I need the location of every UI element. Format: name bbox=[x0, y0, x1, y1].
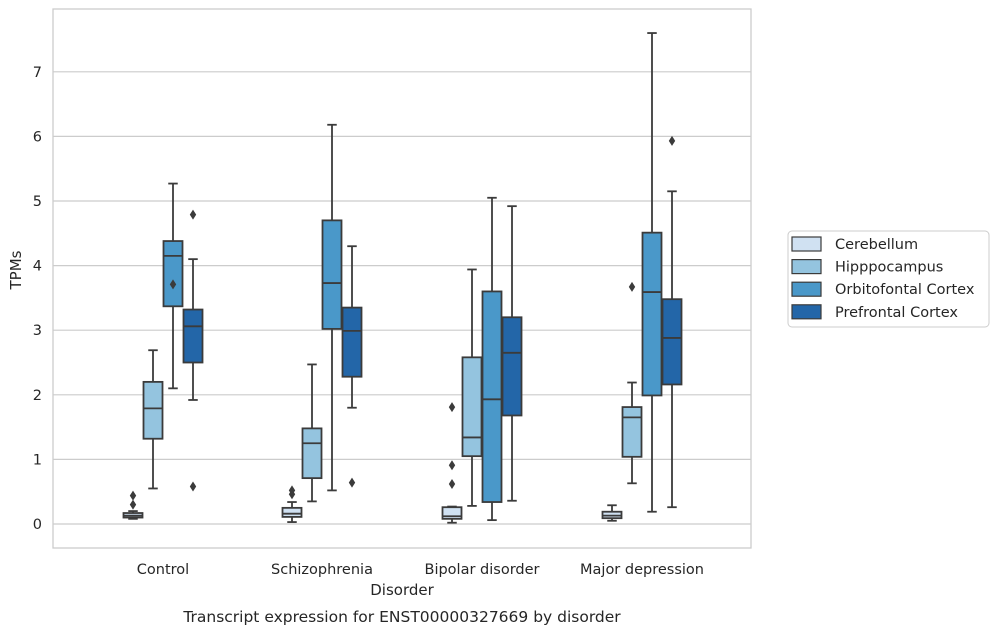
box-iqr bbox=[641, 231, 663, 397]
box-iqr bbox=[341, 306, 363, 378]
legend-frame bbox=[787, 230, 990, 328]
box-iqr bbox=[321, 219, 343, 330]
box-0-1 bbox=[281, 485, 303, 523]
box-series-layer bbox=[122, 32, 683, 524]
box-2-2 bbox=[481, 196, 503, 522]
y-tick-label: 1 bbox=[33, 452, 42, 468]
y-tick-label: 4 bbox=[33, 259, 42, 275]
outlier-marker bbox=[169, 279, 177, 290]
legend-label: Hipppocampus bbox=[835, 260, 943, 276]
y-tick-label: 6 bbox=[33, 129, 42, 145]
box-0-2 bbox=[441, 402, 463, 524]
x-tick-label: Bipolar disorder bbox=[425, 562, 540, 578]
box-iqr bbox=[182, 308, 204, 364]
legend-swatch bbox=[791, 304, 822, 320]
x-tick-label: Control bbox=[137, 562, 189, 578]
box-iqr bbox=[461, 356, 483, 458]
axis-tick-labels: 0 1 2 3 4 5 6 7 Control Schizophrenia Bipolar diso… bbox=[33, 65, 704, 578]
box-iqr bbox=[621, 406, 643, 458]
plot-area-frame bbox=[52, 8, 752, 549]
box-2-0 bbox=[162, 182, 184, 390]
outlier-marker bbox=[129, 490, 137, 501]
outlier-marker bbox=[288, 485, 296, 496]
x-tick-label: Major depression bbox=[580, 562, 704, 578]
outlier-marker bbox=[448, 460, 456, 471]
box-iqr bbox=[142, 380, 164, 440]
box-3-0 bbox=[182, 209, 204, 492]
chart-caption: Transcript expression for ENST0000032766… bbox=[182, 608, 621, 626]
box-1-0 bbox=[142, 349, 164, 490]
outlier-marker bbox=[129, 499, 137, 510]
box-2-1 bbox=[321, 123, 343, 492]
box-2-3 bbox=[641, 32, 663, 513]
legend-swatch bbox=[791, 236, 822, 252]
legend-label: Orbitofontal Cortex bbox=[835, 282, 975, 298]
box-3-3 bbox=[661, 135, 683, 509]
legend-label: Cerebellum bbox=[835, 237, 918, 253]
box-1-1 bbox=[301, 363, 323, 503]
outlier-marker bbox=[348, 477, 356, 488]
y-tick-label: 0 bbox=[33, 517, 42, 533]
legend-swatch bbox=[791, 259, 822, 275]
outlier-marker bbox=[448, 478, 456, 489]
box-0-3 bbox=[601, 504, 623, 522]
y-tick-label: 2 bbox=[33, 388, 42, 404]
box-iqr bbox=[281, 506, 303, 518]
box-1-2 bbox=[461, 268, 483, 507]
box-iqr bbox=[162, 240, 184, 308]
box-iqr bbox=[441, 506, 463, 520]
outlier-marker bbox=[668, 135, 676, 146]
outlier-marker bbox=[628, 281, 636, 292]
box-3-1 bbox=[341, 245, 363, 488]
box-iqr bbox=[301, 427, 323, 480]
legend-label: Prefrontal Cortex bbox=[835, 305, 958, 321]
box-iqr bbox=[661, 298, 683, 386]
box-iqr bbox=[501, 316, 523, 417]
y-tick-label: 7 bbox=[33, 65, 42, 81]
legend: Cerebellum Hipppocampus Orbitofontal Corte… bbox=[787, 230, 990, 328]
x-axis-title: Disorder bbox=[370, 581, 434, 599]
box-1-3 bbox=[621, 281, 643, 485]
y-axis-title: TPMs bbox=[7, 250, 25, 290]
y-gridlines bbox=[53, 71, 751, 525]
y-tick-label: 5 bbox=[33, 194, 42, 210]
box-0-0 bbox=[122, 490, 144, 520]
legend-swatch bbox=[791, 281, 822, 297]
x-tick-label: Schizophrenia bbox=[271, 562, 373, 578]
outlier-marker bbox=[448, 402, 456, 413]
y-tick-label: 3 bbox=[33, 323, 42, 339]
box-3-2 bbox=[501, 205, 523, 502]
box-iqr bbox=[481, 290, 503, 503]
outlier-marker bbox=[189, 209, 197, 220]
outlier-marker bbox=[189, 481, 197, 492]
